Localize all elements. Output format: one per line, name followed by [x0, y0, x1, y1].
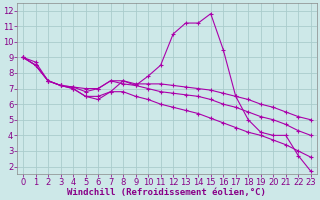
X-axis label: Windchill (Refroidissement éolien,°C): Windchill (Refroidissement éolien,°C) [68, 188, 266, 197]
